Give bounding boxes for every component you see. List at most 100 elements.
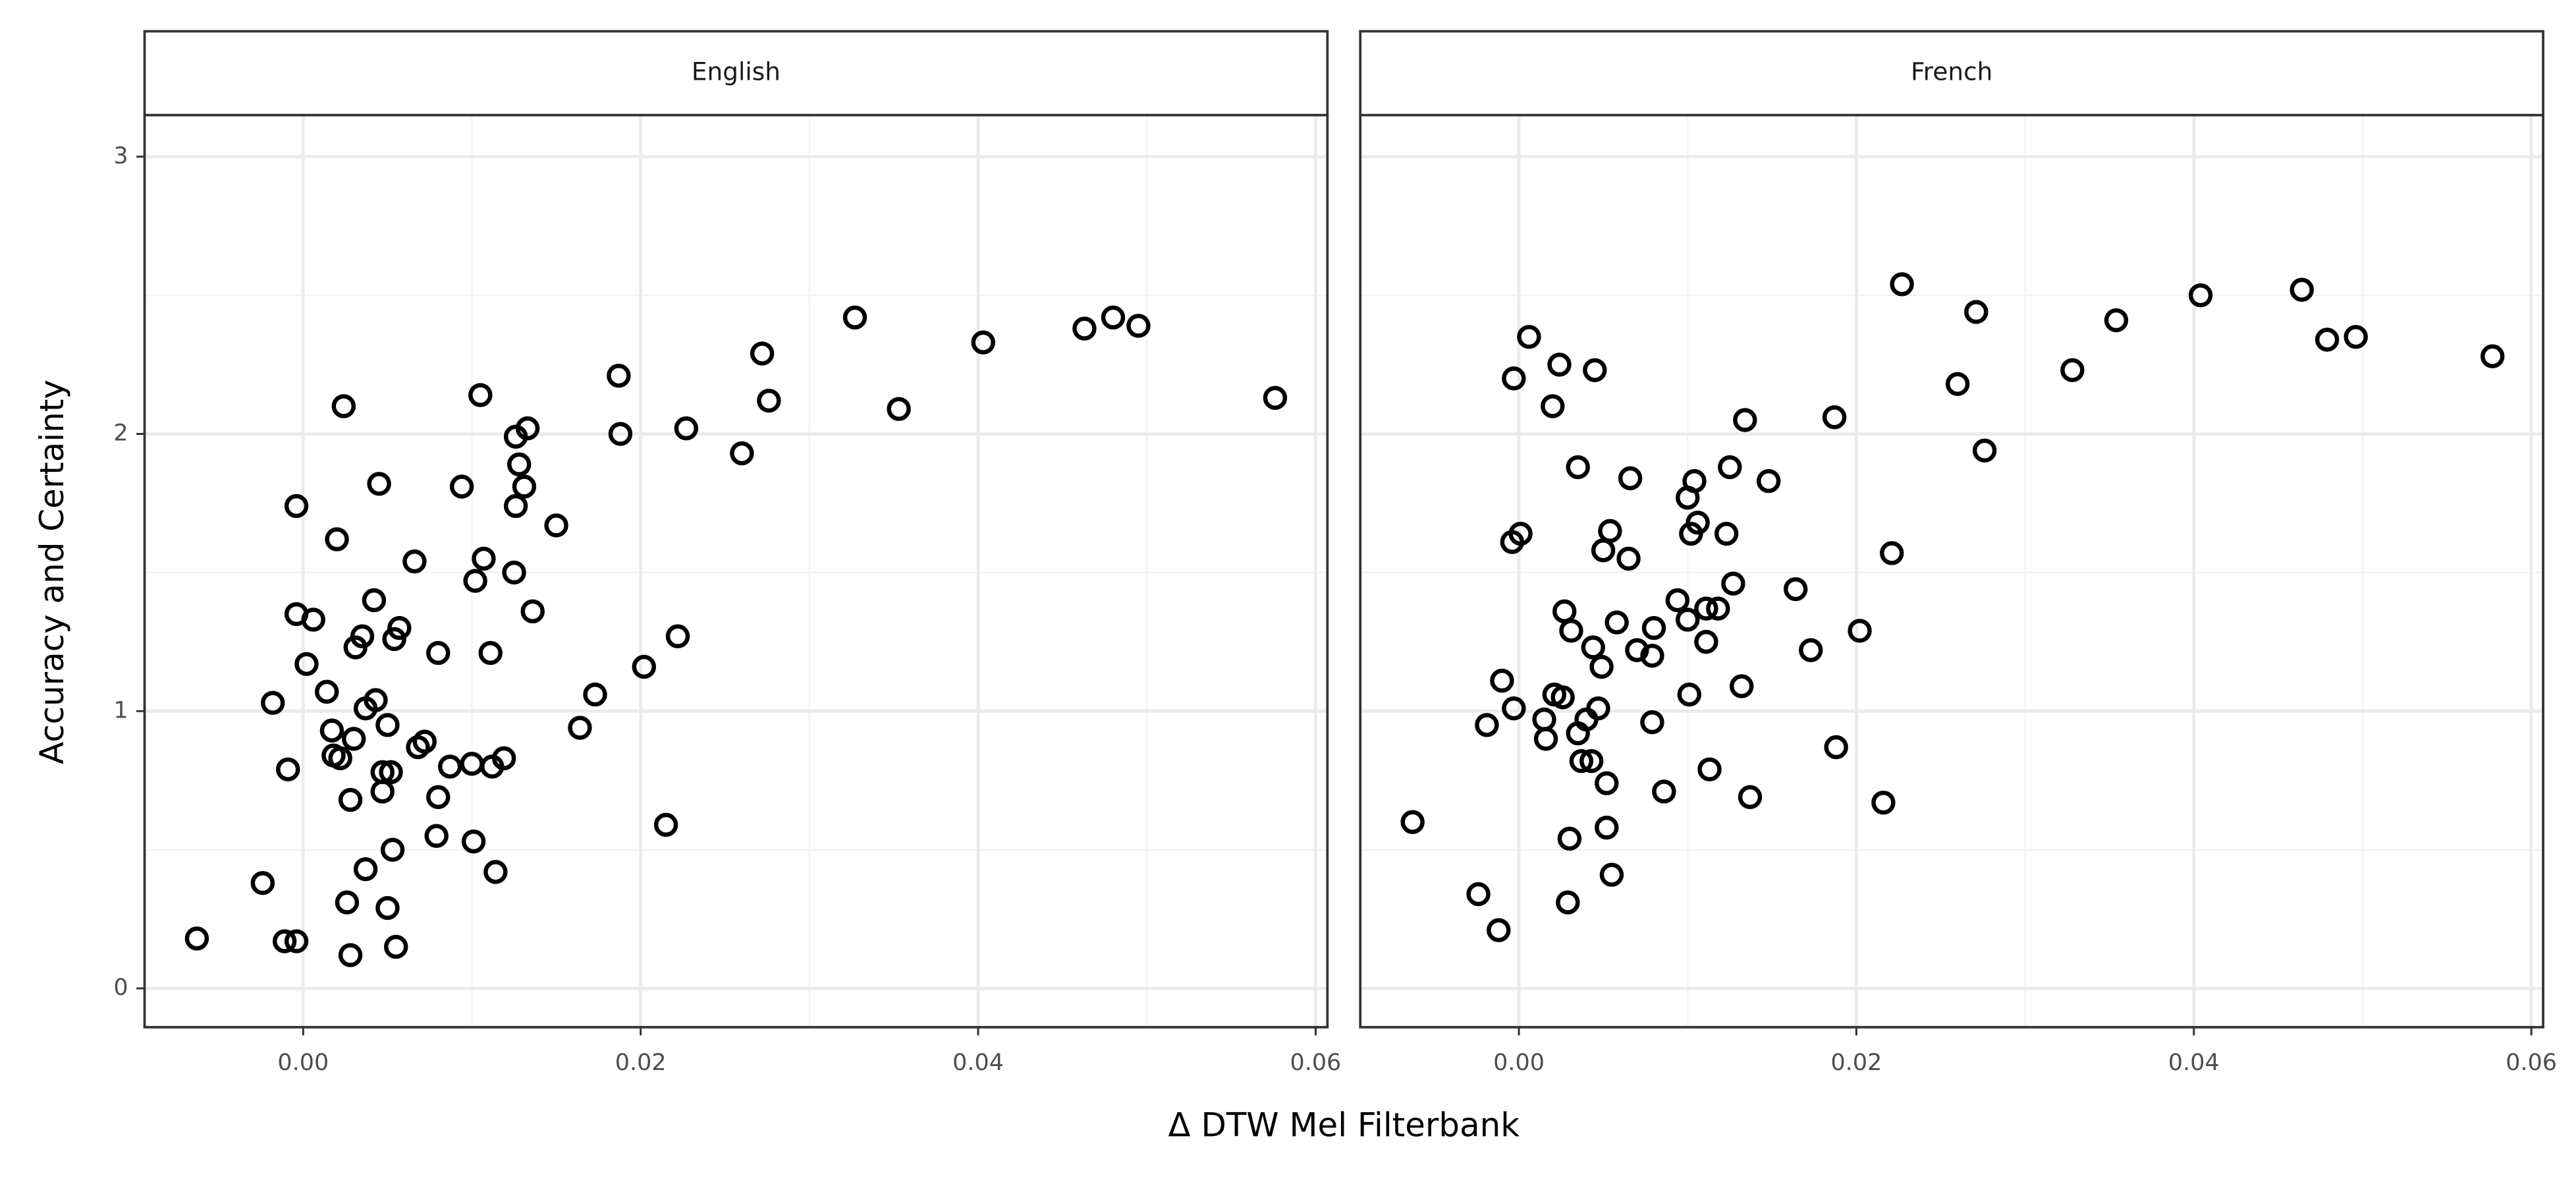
point (1559, 619, 1583, 643)
point (1508, 521, 1533, 546)
point (1685, 510, 1710, 535)
point (1604, 610, 1629, 635)
point (1569, 748, 1594, 774)
point (1757, 468, 1781, 494)
point (1566, 455, 1590, 480)
y-tick-label: 2 (113, 420, 128, 447)
point (402, 549, 427, 574)
point (1697, 757, 1722, 781)
point (483, 860, 508, 884)
point (1880, 541, 1904, 565)
point (1706, 596, 1730, 621)
point (1625, 638, 1649, 662)
point (544, 513, 568, 538)
point (507, 452, 532, 477)
point (2188, 283, 2213, 308)
point (607, 363, 631, 388)
point (463, 569, 487, 593)
point (1714, 521, 1739, 546)
point (250, 870, 275, 895)
point (1595, 771, 1619, 795)
point (375, 713, 400, 737)
point (1583, 358, 1607, 382)
x-tick-label: 0.04 (952, 1050, 1004, 1076)
point (1824, 735, 1848, 760)
point (1682, 468, 1707, 494)
point (1547, 353, 1572, 377)
point (1550, 685, 1575, 710)
point (284, 929, 309, 953)
x-axis-title: Δ DTW Mel Filterbank (1168, 1106, 1520, 1144)
point (426, 640, 451, 665)
point (294, 652, 319, 676)
point (449, 474, 474, 499)
point (1871, 790, 1896, 815)
point (1466, 882, 1491, 907)
point (341, 727, 366, 751)
x-tick-label: 0.06 (1290, 1050, 1342, 1076)
point (502, 560, 526, 585)
point (2480, 344, 2505, 368)
y-axis-title: Accuracy and Certainty (33, 380, 71, 764)
y-tick-label: 1 (113, 697, 128, 723)
point (1581, 635, 1605, 660)
point (608, 422, 633, 446)
x-tick-label: 0.00 (1493, 1050, 1545, 1076)
point (1652, 779, 1676, 804)
point (653, 812, 678, 837)
point (1616, 546, 1641, 571)
x-tick-label: 0.02 (1831, 1050, 1882, 1076)
point (379, 760, 403, 785)
point (1599, 862, 1624, 887)
point (468, 383, 493, 407)
point (515, 416, 540, 441)
point (1718, 455, 1742, 480)
panel-background (144, 115, 1328, 1027)
point (380, 837, 405, 862)
point (184, 926, 209, 951)
point (325, 527, 349, 551)
point (2104, 308, 2129, 333)
point (1890, 272, 1914, 296)
point (1694, 629, 1718, 654)
point (1733, 408, 1757, 432)
x-tick-label: 0.06 (2506, 1050, 2557, 1076)
point (1517, 325, 1541, 349)
facet-strip (143, 30, 1329, 117)
point (319, 718, 344, 743)
point (1972, 438, 1997, 463)
point (1556, 890, 1580, 915)
point (437, 754, 462, 779)
point (387, 615, 412, 640)
point (750, 341, 775, 366)
point (314, 679, 339, 704)
point (1676, 607, 1700, 632)
point (2289, 277, 2314, 302)
y-tick-label: 3 (113, 143, 128, 169)
point (491, 746, 516, 771)
facet-strip (1359, 30, 2544, 117)
point (1586, 696, 1610, 721)
point (2343, 325, 2368, 349)
facet-title: French (1911, 57, 1992, 86)
point (1502, 366, 1526, 391)
point (520, 599, 545, 624)
point (1694, 596, 1718, 621)
point (260, 691, 285, 715)
point (353, 857, 378, 882)
point (512, 474, 537, 499)
point (1730, 674, 1754, 698)
panel-background (1360, 115, 2544, 1027)
point (370, 779, 395, 804)
point (472, 546, 496, 571)
point (1677, 682, 1702, 707)
point (272, 929, 297, 953)
point (375, 895, 400, 920)
point (583, 682, 607, 707)
point (1945, 372, 1970, 397)
point (1072, 316, 1097, 341)
point (478, 640, 503, 665)
point (1598, 519, 1622, 544)
point (1487, 918, 1511, 942)
